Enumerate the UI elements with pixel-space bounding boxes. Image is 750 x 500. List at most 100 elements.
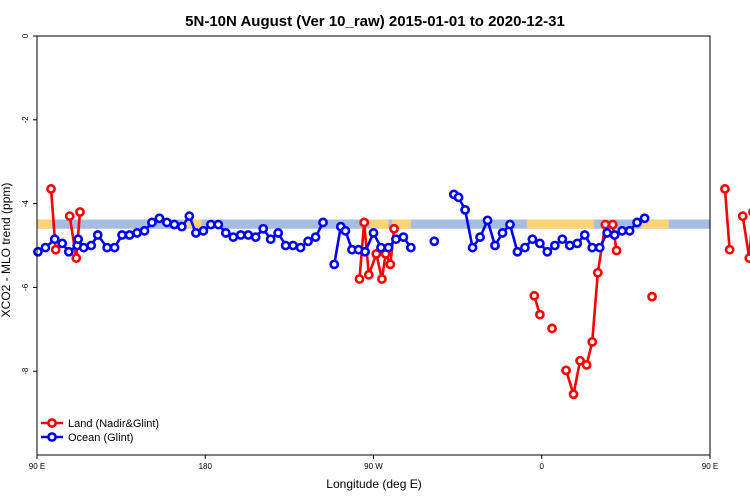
data-point-land [46, 184, 56, 194]
data-point-ocean [594, 242, 605, 253]
data-point-ocean [512, 246, 523, 257]
data-point-ocean [162, 217, 172, 228]
data-point-ocean [109, 242, 120, 253]
data-point-ocean [176, 221, 187, 232]
series-points [33, 184, 750, 400]
data-point-ocean [617, 225, 628, 236]
data-point-land [547, 323, 557, 334]
data-point-ocean [265, 234, 276, 245]
data-point-ocean [273, 228, 284, 238]
data-point-ocean [587, 242, 598, 253]
data-point-ocean [453, 192, 464, 203]
data-point-land [581, 360, 592, 370]
data-point-land [385, 259, 396, 270]
data-point-land [607, 219, 618, 230]
data-point-land [71, 253, 82, 263]
data-point-ocean [258, 223, 269, 234]
plot-background [37, 36, 710, 455]
data-point-ocean [169, 219, 180, 230]
band-land [392, 219, 411, 229]
legend-item-land: Land (Nadir&Glint) [41, 418, 159, 430]
data-point-ocean [228, 232, 239, 243]
y-tick-label: -4 [21, 199, 30, 207]
data-point-ocean [639, 213, 650, 224]
data-point-ocean [376, 242, 386, 253]
plot-area [37, 36, 710, 455]
data-point-ocean [527, 234, 538, 245]
x-tick-label: 90 E [29, 462, 45, 471]
data-point-land [575, 355, 585, 366]
data-point-ocean [288, 240, 299, 251]
legend-marker-land [47, 418, 57, 428]
data-point-ocean [460, 204, 471, 215]
data-point-land [724, 244, 735, 255]
data-point-ocean [482, 215, 493, 226]
band-land [640, 219, 669, 229]
data-point-land [600, 219, 611, 230]
data-point-ocean [497, 228, 508, 238]
x-tick-label: 180 [199, 462, 213, 471]
band-land [37, 219, 52, 229]
data-point-ocean [63, 246, 74, 257]
data-point-ocean [117, 230, 127, 240]
data-point-ocean [467, 242, 478, 253]
data-point-ocean [184, 211, 195, 222]
data-point-ocean [198, 225, 209, 236]
data-point-ocean [191, 228, 201, 238]
data-point-ocean [102, 242, 113, 253]
data-point-land [371, 248, 382, 259]
data-point-ocean [632, 217, 642, 228]
data-point-ocean [92, 230, 103, 240]
data-point-ocean [205, 219, 216, 230]
data-point-land [50, 244, 61, 255]
data-point-land [647, 291, 657, 302]
data-point-land [64, 211, 75, 222]
data-point-ocean [139, 225, 150, 236]
y-tick-label: -8 [21, 367, 30, 375]
data-point-ocean [303, 236, 313, 247]
data-point-ocean [564, 240, 575, 251]
legend-marker-ocean [47, 432, 57, 442]
data-point-ocean [147, 217, 157, 228]
data-point-ocean [124, 230, 135, 240]
band-land [526, 219, 595, 229]
data-point-land [363, 269, 374, 280]
data-point-ocean [318, 217, 328, 228]
data-point-ocean [368, 228, 379, 238]
data-point-land [534, 309, 545, 320]
data-point-ocean [40, 242, 51, 253]
data-point-land [359, 217, 370, 228]
data-point-land [587, 336, 598, 347]
data-point-ocean [475, 232, 485, 243]
data-point-ocean [534, 238, 545, 249]
data-point-land [720, 184, 730, 194]
band-land [369, 219, 389, 229]
data-point-ocean [213, 219, 224, 230]
data-point-ocean [78, 242, 89, 253]
data-point-ocean [398, 232, 409, 243]
data-point-ocean [391, 234, 401, 245]
data-point-ocean [405, 242, 416, 253]
data-point-ocean [220, 228, 231, 238]
y-tick-label: 0 [21, 33, 30, 38]
data-point-land [529, 290, 540, 301]
data-point-ocean [235, 230, 246, 240]
data-point-land [611, 245, 622, 256]
x-tick-label: 90 W [364, 462, 383, 471]
data-point-land [592, 267, 603, 278]
data-point-land [744, 253, 750, 263]
y-tick-label: -2 [21, 116, 30, 124]
y-tick-label: -6 [21, 283, 30, 291]
data-point-ocean [280, 240, 291, 251]
legend-item-ocean: Ocean (Glint) [41, 432, 133, 444]
data-point-ocean [542, 246, 553, 257]
data-point-ocean [340, 225, 351, 236]
data-point-ocean [609, 230, 620, 240]
data-point-land [737, 211, 748, 222]
data-point-ocean [360, 246, 370, 257]
data-point-ocean [33, 246, 43, 257]
data-point-ocean [295, 242, 306, 253]
axes: 90 E 180 90 W 0 90 E 0 -2 -4 -6 -8 [21, 33, 718, 471]
data-point-land [561, 365, 571, 376]
x-axis-label: Longitude (deg E) [326, 477, 421, 491]
